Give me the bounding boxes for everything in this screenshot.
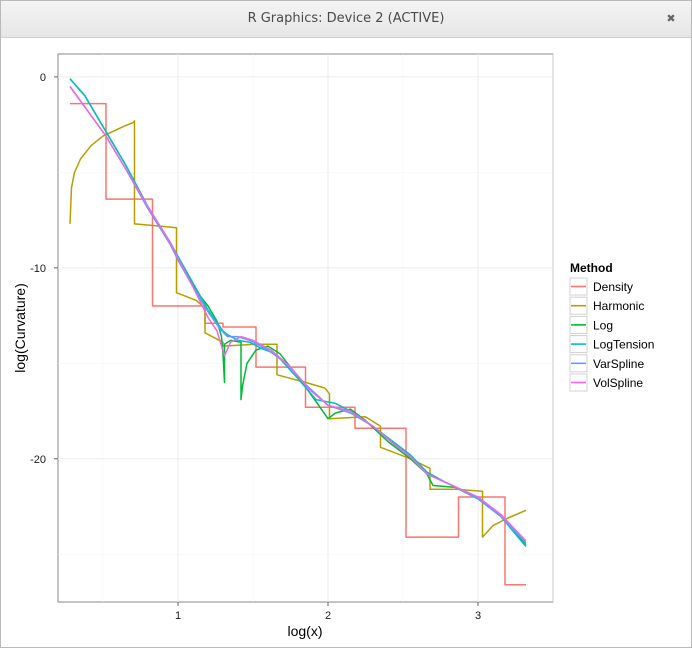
series-line-harmonic	[69, 120, 527, 538]
legend-item-varspline: VarSpline	[569, 354, 644, 373]
x-tick-label: 3	[475, 610, 481, 622]
legend-label: VolSpline	[593, 376, 643, 390]
x-axis-title: log(x)	[287, 623, 322, 639]
x-tick-label: 1	[175, 610, 181, 622]
window-title: R Graphics: Device 2 (ACTIVE)	[247, 11, 445, 26]
y-tick-label: -20	[30, 454, 46, 466]
series-line-volspline	[69, 86, 527, 542]
series-line-density	[70, 102, 526, 586]
x-axis-ticks: 1 2 3	[175, 602, 481, 622]
legend-item-harmonic: Harmonic	[569, 296, 644, 315]
legend-item-density: Density	[569, 277, 633, 296]
title-bar[interactable]: R Graphics: Device 2 (ACTIVE) ✖	[1, 1, 691, 38]
legend-label: VarSpline	[593, 357, 644, 371]
legend-label: LogTension	[593, 338, 654, 352]
legend-label: Harmonic	[593, 299, 644, 313]
chart-plot: 0 -10 -20 1 2 3 log(x) log(Curvature) Method…	[12, 53, 654, 639]
grid-lines	[58, 54, 554, 602]
legend-item-logtension: LogTension	[569, 335, 654, 354]
y-axis-ticks: 0 -10 -20	[30, 72, 58, 466]
legend-item-volspline: VolSpline	[569, 373, 643, 392]
legend: Method Density Harmonic Log LogTension VarSp…	[569, 261, 654, 392]
y-tick-label: -10	[30, 263, 46, 275]
x-tick-label: 2	[325, 610, 331, 622]
legend-label: Density	[593, 280, 633, 294]
series-lines	[69, 78, 527, 586]
legend-label: Log	[593, 318, 613, 332]
close-icon[interactable]: ✖	[666, 12, 676, 25]
legend-title: Method	[570, 261, 613, 275]
legend-item-log: Log	[569, 315, 613, 334]
y-axis-title: log(Curvature)	[12, 283, 28, 372]
plot-panel	[57, 53, 554, 603]
y-tick-label: 0	[40, 72, 46, 84]
